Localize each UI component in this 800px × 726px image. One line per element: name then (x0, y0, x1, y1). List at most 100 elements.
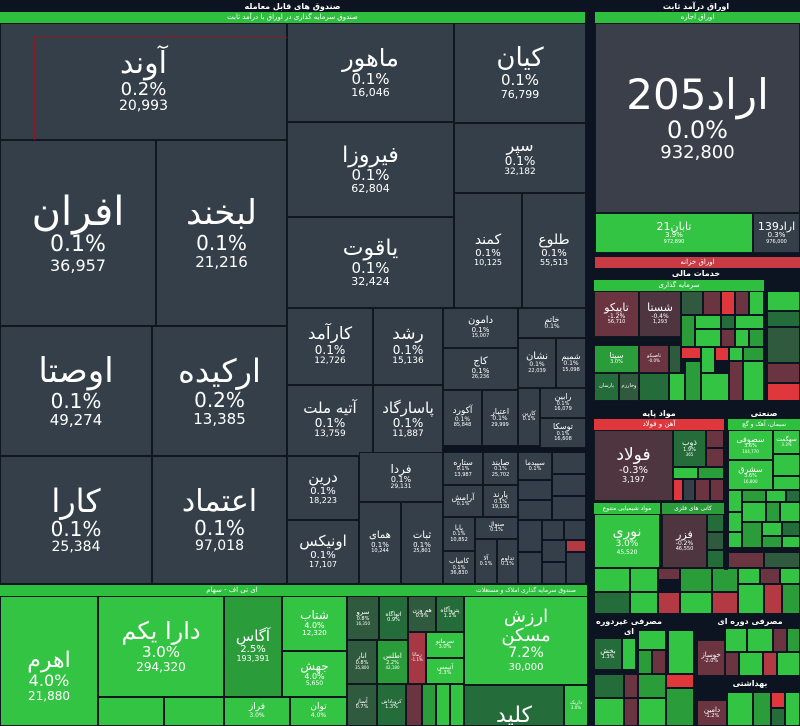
consumer-mini-tile[interactable] (638, 674, 666, 698)
consumer-mini-tile[interactable] (680, 592, 712, 614)
consumer-mini-tile[interactable] (771, 692, 785, 708)
etf-mini-tile[interactable] (422, 684, 436, 726)
consumer-mini-tile[interactable] (666, 674, 694, 688)
consumer-mini-tile[interactable] (763, 652, 777, 676)
industrial-mini-tile[interactable] (728, 532, 742, 548)
fund-mini-tile[interactable] (542, 540, 566, 562)
fund-tile[interactable]: کاج 0.1% 26,236 (443, 348, 518, 390)
fund-tile[interactable]: پایا 0.1% 10,852 (443, 517, 475, 551)
etf-tile[interactable]: سرمانو 3.0% (426, 632, 464, 658)
land-fund-tile[interactable]: داریک 3.0% (564, 685, 588, 726)
financial-mini-tile[interactable] (743, 361, 764, 401)
consumer-mini-tile[interactable] (764, 584, 782, 614)
financial-mini-tile[interactable] (767, 291, 800, 311)
base-mini-tile[interactable] (707, 514, 724, 532)
financial-mini-tile[interactable] (721, 291, 735, 315)
consumer-mini-tile[interactable] (777, 652, 800, 676)
fund-tile[interactable]: اوصتا 0.1% 49,274 (0, 326, 152, 456)
financial-mini-tile[interactable] (701, 347, 715, 373)
fund-tile[interactable]: آتیه ملت 0.1% 13,759 (287, 385, 373, 456)
industrial-mini-tile[interactable] (728, 512, 742, 532)
industrial-mini-tile[interactable] (762, 522, 782, 536)
fund-tile[interactable]: ستاره 0.1% 13,987 (443, 452, 483, 485)
etf-tile[interactable]: پتروآگاه 1.1% (436, 596, 464, 632)
fund-tile[interactable]: پارند 0.1% 19,130 (483, 485, 518, 517)
financial-mini-tile[interactable] (639, 373, 669, 401)
fund-tile[interactable]: کمند 0.1% 10,125 (454, 193, 522, 308)
financial-mini-tile[interactable] (669, 345, 681, 373)
consumer-mini-tile[interactable] (785, 692, 800, 726)
industrial-mini-tile[interactable] (782, 522, 800, 536)
consumer-tile[interactable]: دامین -1.2% (697, 700, 727, 726)
consumer-mini-tile[interactable] (630, 592, 658, 614)
financial-mini-tile[interactable] (767, 327, 800, 363)
fund-mini-tile[interactable] (518, 552, 542, 584)
fund-tile[interactable]: آکورد 0.1% 85,848 (443, 390, 482, 446)
financial-mini-tile[interactable] (729, 361, 743, 401)
fund-tile[interactable]: آوند 0.2% 20,993 (0, 23, 287, 140)
land-fund-tile[interactable]: کلید (464, 685, 564, 726)
funds-group-bar[interactable]: صندوق سرمایه گذاری در اوراق با درآمد ثاب… (0, 12, 585, 23)
fund-tile[interactable]: اونیکس 0.1% 17,107 (287, 520, 359, 584)
etf-tile[interactable]: شتاب 4.0% 12,320 (282, 596, 347, 651)
financial-mini-tile[interactable] (735, 329, 749, 347)
consumer-mini-tile[interactable] (727, 692, 753, 726)
fund-tile[interactable]: کامیاب 0.1% 36,830 (443, 551, 475, 584)
base-mini-tile[interactable] (706, 430, 724, 448)
etf-tile[interactable]: آگاس 2.5% 193,391 (224, 596, 282, 697)
base-mini-tile[interactable] (698, 467, 724, 479)
fund-tile[interactable]: اعتبار 0.1% 29,999 (482, 390, 518, 446)
etf-tile[interactable]: اتواگاه 0.9% (379, 596, 408, 640)
industrial-tile[interactable]: سصوفی 3.6% 104,770 (728, 430, 773, 460)
fixed-income-tile[interactable]: تابان21 3.9% 972,890 (595, 213, 753, 253)
base-mini-tile[interactable] (706, 448, 724, 467)
etf-tile[interactable]: اهرم 4.0% 21,880 (0, 596, 98, 726)
financial-mini-tile[interactable] (749, 329, 764, 347)
financial-mini-tile[interactable] (695, 329, 721, 347)
etf-tile[interactable]: انار 0.8% 35,800 (347, 640, 377, 684)
industrial-mini-tile[interactable] (766, 490, 786, 502)
financial-mini-tile[interactable] (685, 361, 701, 401)
fund-tile[interactable]: سپیدما 0.1% (518, 452, 552, 480)
etf-tile[interactable]: دارا یکم 3.0% 294,320 (98, 596, 224, 697)
etf-tile[interactable]: جهش 4.0% 5,650 (282, 651, 347, 697)
consumer-mini-tile[interactable] (725, 652, 739, 676)
financial-mini-tile[interactable] (743, 347, 764, 361)
fund-tile[interactable]: شمیم 0.1% 15,098 (556, 338, 586, 388)
fund-tile[interactable]: نشان 0.1% 22,039 (518, 338, 556, 388)
financial-tile[interactable]: تاپیکو -1.2% 56,710 (594, 291, 639, 337)
consumer-mini-tile[interactable] (630, 568, 658, 592)
metals-group-bar[interactable]: کانی های فلزی (662, 503, 724, 514)
etf-tile[interactable]: اطلس 2.2% 42,180 (377, 640, 408, 684)
etf-tile[interactable]: فراز 3.0% (224, 697, 290, 726)
financial-mini-tile[interactable] (735, 291, 749, 315)
consumer-mini-tile[interactable] (725, 628, 747, 652)
consumer-mini-tile[interactable] (787, 628, 800, 652)
consumer-mini-tile[interactable] (771, 708, 785, 726)
industrial-mini-tile[interactable] (742, 522, 762, 548)
industrial-mini-tile[interactable] (766, 502, 780, 522)
financial-mini-tile[interactable] (695, 315, 721, 329)
fund-tile[interactable]: همای 0.1% 10,244 (359, 502, 401, 584)
consumer-mini-tile[interactable] (753, 692, 771, 726)
fund-tile[interactable]: اعتماد 0.1% 97,018 (152, 456, 287, 584)
fund-tile[interactable]: دامون 0.1% 15,007 (443, 308, 518, 348)
industrial-tile[interactable]: سهگمت 3.3% (773, 430, 800, 454)
industrial-tile[interactable]: سشرق 3.6% 16,800 (728, 460, 773, 490)
industrial-mini-tile[interactable] (728, 552, 764, 568)
base-materials-tile[interactable]: فولاد -0.3% 3,197 (594, 430, 673, 501)
consumer-mini-tile[interactable] (739, 652, 763, 676)
consumer-mini-tile[interactable] (782, 584, 800, 614)
etf-tile[interactable]: رماتا -1.1% (408, 632, 426, 684)
fund-tile[interactable]: ماهور 0.1% 16,046 (287, 23, 454, 122)
fund-tile[interactable]: طلوع 0.1% 55,513 (522, 193, 586, 308)
consumer-mini-tile[interactable] (658, 568, 680, 580)
base-mini-tile[interactable] (673, 479, 683, 501)
consumer-mini-tile[interactable] (712, 568, 738, 592)
financial-mini-tile[interactable] (715, 347, 729, 361)
fund-mini-tile[interactable] (552, 452, 586, 474)
fund-tile[interactable]: آرامش 0.1% (443, 485, 483, 517)
fund-tile[interactable]: فیروزا 0.1% 62,804 (287, 122, 454, 217)
industrial-mini-tile[interactable] (742, 502, 766, 522)
consumer-mini-tile[interactable] (760, 568, 780, 584)
